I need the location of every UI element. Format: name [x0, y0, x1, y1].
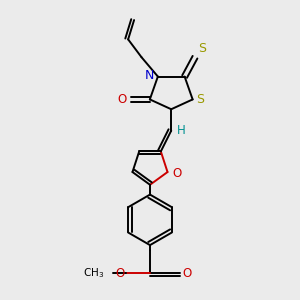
Text: O: O [118, 93, 127, 106]
Text: H: H [177, 124, 185, 137]
Text: O: O [182, 267, 191, 280]
Text: N: N [145, 69, 154, 82]
Text: O: O [172, 167, 181, 180]
Text: O: O [116, 267, 125, 280]
Text: S: S [198, 42, 206, 55]
Text: S: S [196, 93, 204, 106]
Text: CH$_3$: CH$_3$ [83, 266, 104, 280]
